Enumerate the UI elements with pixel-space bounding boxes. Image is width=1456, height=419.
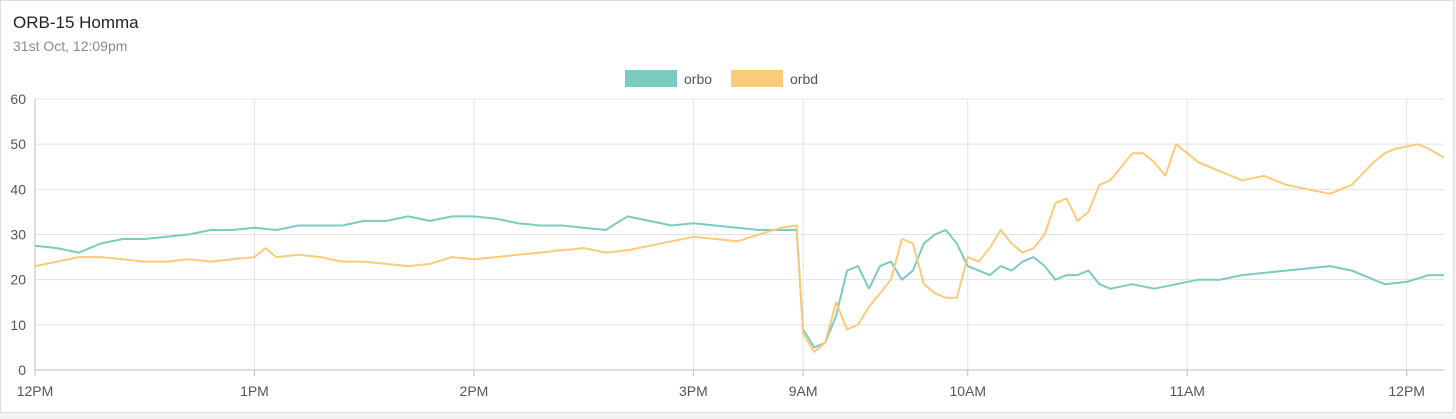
x-tick-label: 12PM: [17, 383, 54, 399]
y-tick-label: 20: [10, 272, 26, 288]
y-tick-label: 60: [10, 91, 26, 107]
x-tick-label: 11AM: [1169, 383, 1205, 399]
series-line-orbo: [34, 215, 1444, 349]
y-tick-label: 50: [10, 136, 26, 152]
x-tick-label: 3PM: [679, 383, 708, 399]
legend-label-orbd: orbd: [790, 71, 818, 87]
x-tick-label: 2PM: [460, 383, 489, 399]
legend-swatch-orbo: [625, 70, 677, 87]
legend: orbo orbd: [625, 70, 818, 87]
y-tick-label: 0: [18, 362, 26, 378]
legend-label-orbo: orbo: [684, 71, 712, 87]
y-tick-label: 10: [10, 317, 26, 333]
series-lines: [34, 143, 1445, 353]
chart-title: ORB-15 Homma: [13, 13, 139, 32]
legend-swatch-orbd: [731, 70, 783, 87]
x-tick-label: 12PM: [1388, 383, 1425, 399]
x-tick-label: 10AM: [949, 383, 986, 399]
x-tick-label: 1PM: [240, 383, 269, 399]
y-axis: 0 10 20 30 40 50 60: [10, 91, 26, 378]
series-line-orbd: [34, 143, 1445, 353]
grid: [34, 98, 1444, 376]
y-tick-label: 30: [10, 227, 26, 243]
x-tick-label: 9AM: [789, 383, 818, 399]
x-axis: 12PM 1PM 2PM 3PM 9AM 10AM 11AM 12PM: [17, 383, 1425, 399]
y-tick-label: 40: [10, 181, 26, 197]
chart-timestamp: 31st Oct, 12:09pm: [13, 38, 128, 54]
